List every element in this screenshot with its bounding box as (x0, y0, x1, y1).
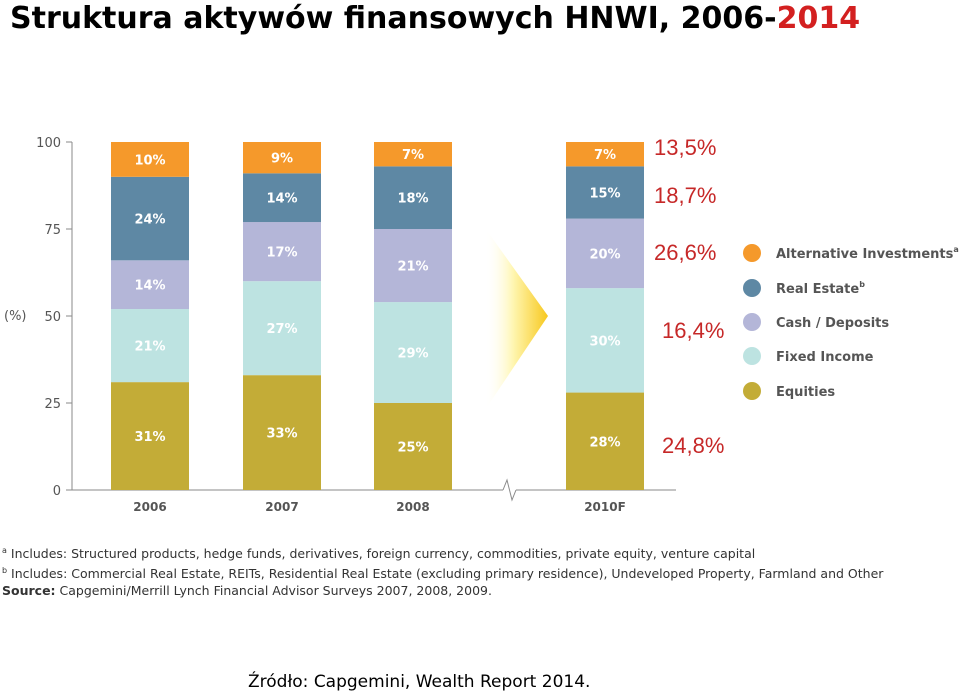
bar-segment-equities (374, 403, 452, 490)
footnote-b-text: Includes: Commercial Real Estate, REITs,… (7, 566, 884, 582)
legend-swatch-fixed-income (743, 347, 761, 365)
footnote-b: b Includes: Commercial Real Estate, REIT… (2, 562, 883, 582)
bar-value-label: 24% (134, 213, 165, 228)
bar-value-label: 20% (589, 247, 620, 262)
y-tick-label: 50 (44, 310, 61, 325)
bar-value-label: 10% (134, 153, 165, 168)
footnote-source: Source: Capgemini/Merrill Lynch Financia… (2, 582, 883, 599)
bar-segment-real-estate (111, 176, 189, 261)
bar-value-label: 7% (594, 148, 616, 163)
bar-segment-real-estate (243, 173, 321, 223)
footnote-a: a Includes: Structured products, hedge f… (2, 542, 883, 562)
x-tick-label: 2006 (133, 500, 166, 514)
bar-segment-cash-deposits (243, 222, 321, 282)
x-tick-label: 2010F (584, 500, 626, 514)
bar-segment-alternative-investments (111, 142, 189, 177)
page-title: Struktura aktywów finansowych HNWI, 2006… (10, 0, 860, 38)
source-footer: Źródło: Capgemini, Wealth Report 2014. (248, 672, 591, 692)
source-label: Source: (2, 583, 56, 599)
legend-swatch-alternative-investments (743, 244, 761, 262)
footnote-a-text: Includes: Structured products, hedge fun… (6, 546, 756, 562)
y-tick-label: 100 (36, 136, 61, 151)
bar-segment-fixed-income (111, 309, 189, 383)
bar-value-label: 31% (134, 430, 165, 445)
bar-segment-equities (243, 375, 321, 490)
bar-segment-fixed-income (243, 281, 321, 376)
annotation-2014-cash-deposits: 26,6% (654, 240, 716, 265)
x-tick-label: 2008 (396, 500, 429, 514)
bar-value-label: 14% (134, 279, 165, 294)
legend-swatch-real-estate (743, 279, 761, 297)
bar-value-label: 25% (397, 441, 428, 456)
bar-value-label: 21% (397, 260, 428, 275)
bar-segment-real-estate (566, 166, 644, 219)
bar-value-label: 28% (589, 435, 620, 450)
legend-label-alternative-investments: Alternative Investmentsa (776, 245, 959, 262)
chart-2014-annotations: 24,8% 16,4% 26,6% 18,7% 13,5% (654, 135, 724, 458)
chart-bars: 31% 21% 14% 24% 10% 33% 27% 17% 14% 9% 25% 29% 21% 18… (111, 142, 644, 490)
legend-label-fixed-income: Fixed Income (776, 350, 874, 365)
bar-segment-fixed-income (566, 288, 644, 393)
bar-segment-equities (111, 382, 189, 490)
y-axis-label: (%) (4, 309, 27, 324)
source-text: Capgemini/Merrill Lynch Financial Adviso… (59, 583, 492, 599)
bar-value-label: 21% (134, 340, 165, 355)
bar-value-label: 9% (271, 152, 293, 167)
footnote-a-mark: a (2, 546, 7, 555)
x-tick-label: 2007 (265, 500, 298, 514)
bar-value-label: 15% (589, 186, 620, 201)
bar-segment-equities (566, 392, 644, 490)
bar-segment-alternative-investments (566, 142, 644, 167)
y-tick-label: 0 (53, 484, 61, 499)
bar-value-label: 33% (266, 427, 297, 442)
chart-legend: Alternative Investmentsa Real Estateb Cash… (743, 244, 959, 400)
legend-swatch-cash-deposits (743, 313, 761, 331)
legend-label-equities: Equities (776, 385, 835, 400)
bar-value-label: 17% (266, 246, 297, 261)
chart-axes: 0 25 50 75 100 (%) 2006 2007 2008 2010F (4, 136, 676, 514)
bar-segment-cash-deposits (566, 218, 644, 289)
bar-value-label: 27% (266, 322, 297, 337)
bar-segment-real-estate (374, 166, 452, 229)
x-axis-break (502, 478, 517, 502)
bar-segment-cash-deposits (374, 229, 452, 303)
y-tick-label: 25 (44, 397, 61, 412)
annotation-2014-fixed-income: 16,4% (662, 318, 724, 343)
title-highlight-year: 2014 (776, 1, 861, 36)
bar-segment-alternative-investments (243, 142, 321, 174)
bar-value-label: 29% (397, 347, 428, 362)
legend-label-cash-deposits: Cash / Deposits (776, 316, 889, 331)
bar-segment-cash-deposits (111, 260, 189, 310)
chart-footnotes: a Includes: Structured products, hedge f… (2, 542, 883, 599)
bar-segment-fixed-income (374, 302, 452, 403)
annotation-2014-alternative-investments: 13,5% (654, 135, 716, 160)
bar-value-label: 7% (402, 148, 424, 163)
trend-arrow-shape (485, 228, 548, 410)
bar-value-label: 30% (589, 334, 620, 349)
bar-value-label: 14% (266, 192, 297, 207)
annotation-2014-equities: 24,8% (662, 433, 724, 458)
legend-swatch-equities (743, 382, 761, 400)
footnote-b-mark: b (2, 566, 8, 576)
y-tick-label: 75 (44, 223, 61, 238)
bar-value-label: 18% (397, 192, 428, 207)
legend-label-real-estate: Real Estateb (776, 280, 865, 297)
bar-segment-alternative-investments (374, 142, 452, 167)
annotation-2014-real-estate: 18,7% (654, 183, 716, 208)
title-main: Struktura aktywów finansowych HNWI, 2006… (10, 1, 777, 36)
